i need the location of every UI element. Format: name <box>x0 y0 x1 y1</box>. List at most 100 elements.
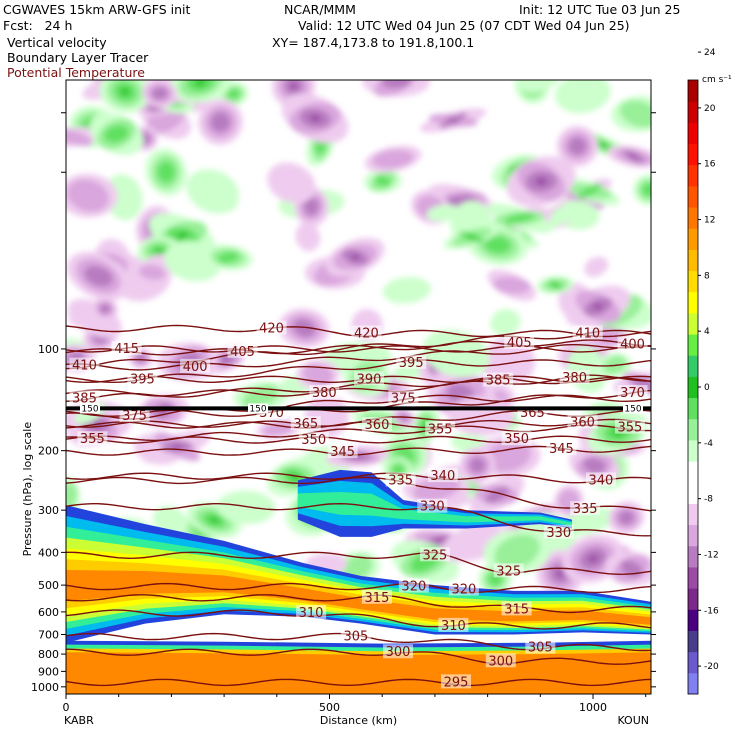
descent-cell <box>262 421 295 437</box>
ascent-cell <box>195 80 206 87</box>
theta-label-305: 305 <box>528 641 553 656</box>
colorbar-swatch <box>688 588 698 610</box>
ascent-cell <box>494 534 540 570</box>
descent-cell <box>584 256 609 277</box>
colorbar-swatch <box>688 524 698 547</box>
theta-label-360: 360 <box>365 418 390 433</box>
ascent-cell <box>216 490 276 525</box>
colorbar-label: 0 <box>704 383 710 393</box>
descent-cell <box>381 80 412 89</box>
theta-label-bg <box>351 325 382 340</box>
theta-label-355: 355 <box>618 421 643 436</box>
descent-cell <box>152 86 168 100</box>
theta-label-bg <box>448 581 479 596</box>
theta-label-bg <box>617 384 648 399</box>
theta-label-bg <box>501 431 532 446</box>
field-boundary-layer-tracer: Boundary Layer Tracer <box>7 50 149 65</box>
theta-label-400: 400 <box>183 360 208 375</box>
theta-contour-400 <box>66 344 651 371</box>
theta-label-405: 405 <box>507 336 532 351</box>
ascent-cell <box>157 161 175 183</box>
tropopause-label-bg <box>623 403 643 414</box>
theta-label-bg <box>441 674 471 689</box>
colorbar-swatch <box>688 185 698 208</box>
theta-label-bg <box>77 431 108 446</box>
tropopause-line: 150 150 150 <box>66 403 651 414</box>
ascent-cell <box>490 308 521 336</box>
theta-label-bg <box>309 384 340 399</box>
colorbar-swatch <box>688 355 698 377</box>
colorbar-swatch <box>688 80 698 102</box>
theta-label-355: 355 <box>80 432 105 447</box>
ascent-cell <box>577 183 602 199</box>
theta-label-330: 330 <box>546 526 571 541</box>
descent-cell <box>587 554 599 563</box>
theta-label-bg <box>570 501 601 516</box>
y-tick-label: 400 <box>38 546 59 559</box>
theta-label-bg <box>361 589 392 604</box>
colorbar: cm s⁻¹-20-16-12-8-404812162024283236 <box>687 0 732 695</box>
contour-labels: 420 420 415 410 410 405 405 400 400 395 395 390 385 3… <box>69 320 648 690</box>
y-tick-label: 200 <box>38 445 59 458</box>
descent-cell <box>350 254 361 261</box>
theta-label-bg <box>419 547 450 562</box>
descent-cell <box>66 128 93 147</box>
theta-label-350: 350 <box>301 433 326 448</box>
theta-label-350: 350 <box>504 432 529 447</box>
tropopause-label: 150 <box>249 404 266 414</box>
ascent-cell <box>426 204 462 222</box>
theta-label-335: 335 <box>388 473 413 488</box>
theta-contour-340 <box>66 472 651 484</box>
theta-label-325: 325 <box>423 548 448 563</box>
theta-label-bg <box>559 370 590 385</box>
colorbar-swatch <box>688 312 698 335</box>
theta-label-bg <box>485 653 516 668</box>
colorbar-swatch <box>688 439 698 462</box>
colorbar-swatch <box>688 461 698 483</box>
ascent-cell <box>552 283 559 287</box>
descent-cell <box>372 149 414 169</box>
theta-contour-295 <box>66 678 651 687</box>
descent-cell <box>433 537 444 543</box>
theta-label-370: 370 <box>620 386 645 401</box>
tropopause-label: 150 <box>624 404 641 414</box>
tracer-plume <box>297 480 572 528</box>
colorbar-swatch <box>688 122 698 145</box>
theta-label-315: 315 <box>504 602 529 617</box>
y-tick-label: 800 <box>38 648 59 661</box>
theta-label-380: 380 <box>562 371 587 386</box>
theta-label-420: 420 <box>354 326 379 341</box>
descent-cell <box>592 303 604 310</box>
theta-contour-325 <box>66 551 651 576</box>
theta-contour-360 <box>66 418 651 429</box>
descent-cell <box>485 486 510 504</box>
colorbar-swatch <box>688 672 698 695</box>
theta-contour-315 <box>66 594 651 614</box>
descent-cell <box>138 264 166 281</box>
forecast-hour: Fcst: 24 h <box>3 18 73 33</box>
tracer-band <box>66 570 651 625</box>
theta-label-385: 385 <box>486 374 511 389</box>
theta-contour-370 <box>66 389 651 417</box>
descent-cell <box>448 117 459 123</box>
y-tick-label: 300 <box>38 504 59 517</box>
y-axis-title: Pressure (hPa), log scale <box>21 422 34 557</box>
theta-label-295: 295 <box>444 675 469 690</box>
colorbar-swatch <box>688 228 698 250</box>
colorbar-label: 4 <box>704 327 710 337</box>
colorbar-swatch <box>688 207 698 229</box>
colorbar-label: 24 <box>704 48 716 58</box>
colorbar-swatch <box>688 249 698 272</box>
theta-label-bg <box>298 432 329 447</box>
y-tick-label: 700 <box>38 628 59 641</box>
colorbar-swatch <box>688 545 698 568</box>
theta-label-300: 300 <box>488 654 513 669</box>
ascent-cell <box>66 483 78 512</box>
descent-cell <box>210 112 231 133</box>
colorbar-swatch <box>688 334 698 356</box>
theta-label-315: 315 <box>365 591 390 606</box>
theta-label-bg <box>493 563 524 578</box>
theta-label-380: 380 <box>312 386 337 401</box>
descent-cell <box>441 520 501 562</box>
